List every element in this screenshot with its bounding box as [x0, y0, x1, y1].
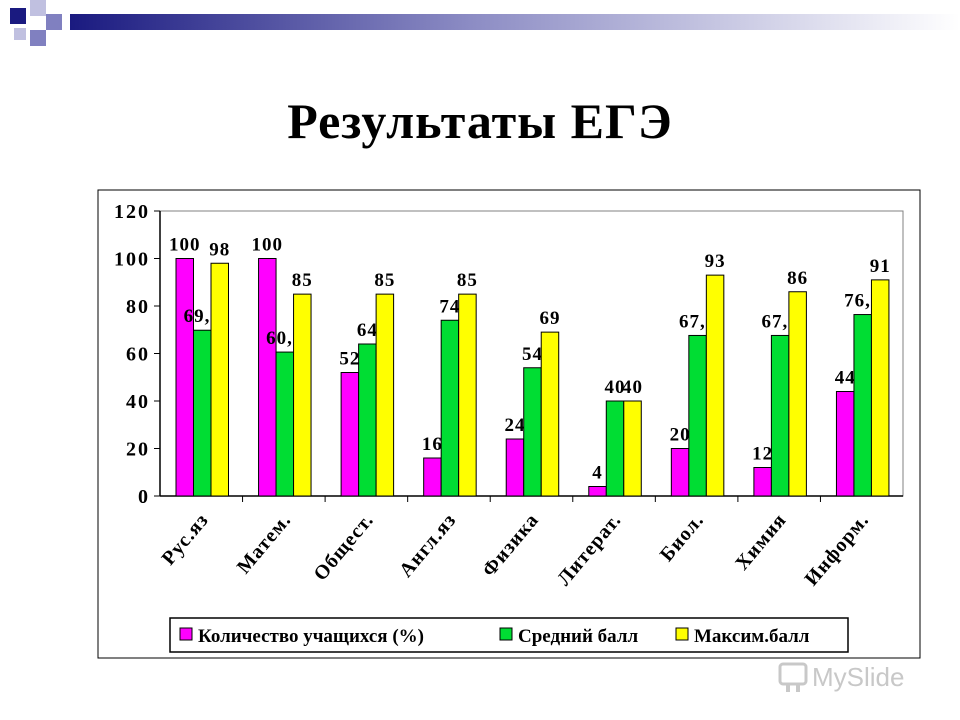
data-label: 24: [504, 415, 525, 436]
data-label: 16: [422, 434, 443, 455]
legend-swatch: [675, 627, 689, 641]
legend-swatch: [179, 627, 193, 641]
chart-frame: [97, 189, 921, 659]
y-tick-label: 0: [138, 486, 150, 508]
data-label: 74: [439, 296, 460, 317]
data-label: 93: [705, 251, 726, 272]
x-tick-label: Англ.яз: [395, 509, 461, 581]
data-label: 85: [374, 270, 395, 291]
data-label: 100: [252, 235, 284, 256]
bar: [605, 400, 625, 497]
data-label: 64: [357, 320, 378, 341]
x-tick-label: Литерат.: [553, 509, 626, 590]
data-label: 44: [835, 368, 856, 389]
bar: [788, 291, 807, 497]
x-tick-label: Матем.: [233, 509, 296, 578]
y-tick-label: 60: [126, 344, 150, 366]
bar: [175, 258, 194, 497]
data-label: 98: [209, 239, 230, 260]
page-title: Результаты ЕГЭ: [287, 93, 673, 149]
decorative-header-band: [0, 0, 960, 46]
bar: [210, 262, 229, 497]
legend: [169, 617, 849, 653]
watermark-text: MySlide: [812, 662, 904, 692]
bar: [705, 274, 725, 497]
y-tick-label: 120: [114, 201, 150, 223]
x-tick-label: Общест.: [309, 509, 378, 585]
bar: [375, 293, 395, 497]
bar: [440, 319, 460, 497]
data-label: 54: [522, 344, 543, 365]
x-tick-label: Информ.: [801, 509, 874, 590]
data-label: 20: [670, 425, 691, 446]
bar: [523, 367, 542, 497]
x-tick-label: Рус.яз: [157, 509, 213, 569]
x-tick-label: Физика: [478, 509, 543, 581]
watermark-logo: MySlide: [776, 656, 946, 696]
header-gradient-bar: [10, 0, 960, 46]
y-tick-label: 100: [114, 249, 150, 271]
data-label: 100: [169, 235, 201, 256]
bar: [293, 293, 312, 497]
bar: [458, 293, 477, 497]
bar: [193, 329, 212, 497]
y-tick-label: 80: [126, 296, 150, 318]
legend-swatch: [499, 627, 513, 641]
bar: [835, 391, 855, 497]
bar: [258, 258, 277, 497]
legend-label: Количество учащихся (%): [198, 626, 424, 647]
presentation-icon: [778, 662, 808, 686]
bar: [423, 457, 442, 497]
data-label: 52: [339, 349, 360, 370]
data-label: 40: [605, 377, 626, 398]
data-label: 40: [622, 377, 643, 398]
bar: [358, 343, 377, 497]
x-tick-label: Химия: [731, 509, 791, 574]
bar: [670, 448, 690, 497]
data-label: 69: [539, 308, 560, 329]
data-label: 4: [592, 463, 603, 484]
bar: [770, 334, 790, 497]
data-label: 91: [870, 256, 891, 277]
bar: [340, 372, 360, 497]
bar: [870, 279, 890, 497]
bar: [753, 467, 772, 497]
y-tick-label: 20: [126, 439, 150, 461]
data-label: 12: [752, 444, 773, 465]
bar: [540, 331, 560, 497]
data-label: 86: [787, 268, 808, 289]
legend-label: Максим.балл: [694, 626, 810, 647]
legend-label: Средний балл: [518, 626, 639, 647]
bar: [688, 334, 707, 497]
y-tick-label: 40: [126, 391, 150, 413]
bar: [623, 400, 642, 497]
bar: [505, 438, 525, 497]
bar: [275, 351, 295, 497]
bar: [853, 314, 872, 497]
data-label: 85: [292, 270, 313, 291]
data-label: 85: [457, 270, 478, 291]
x-tick-label: Биол.: [656, 509, 709, 566]
bar: [588, 486, 607, 497]
